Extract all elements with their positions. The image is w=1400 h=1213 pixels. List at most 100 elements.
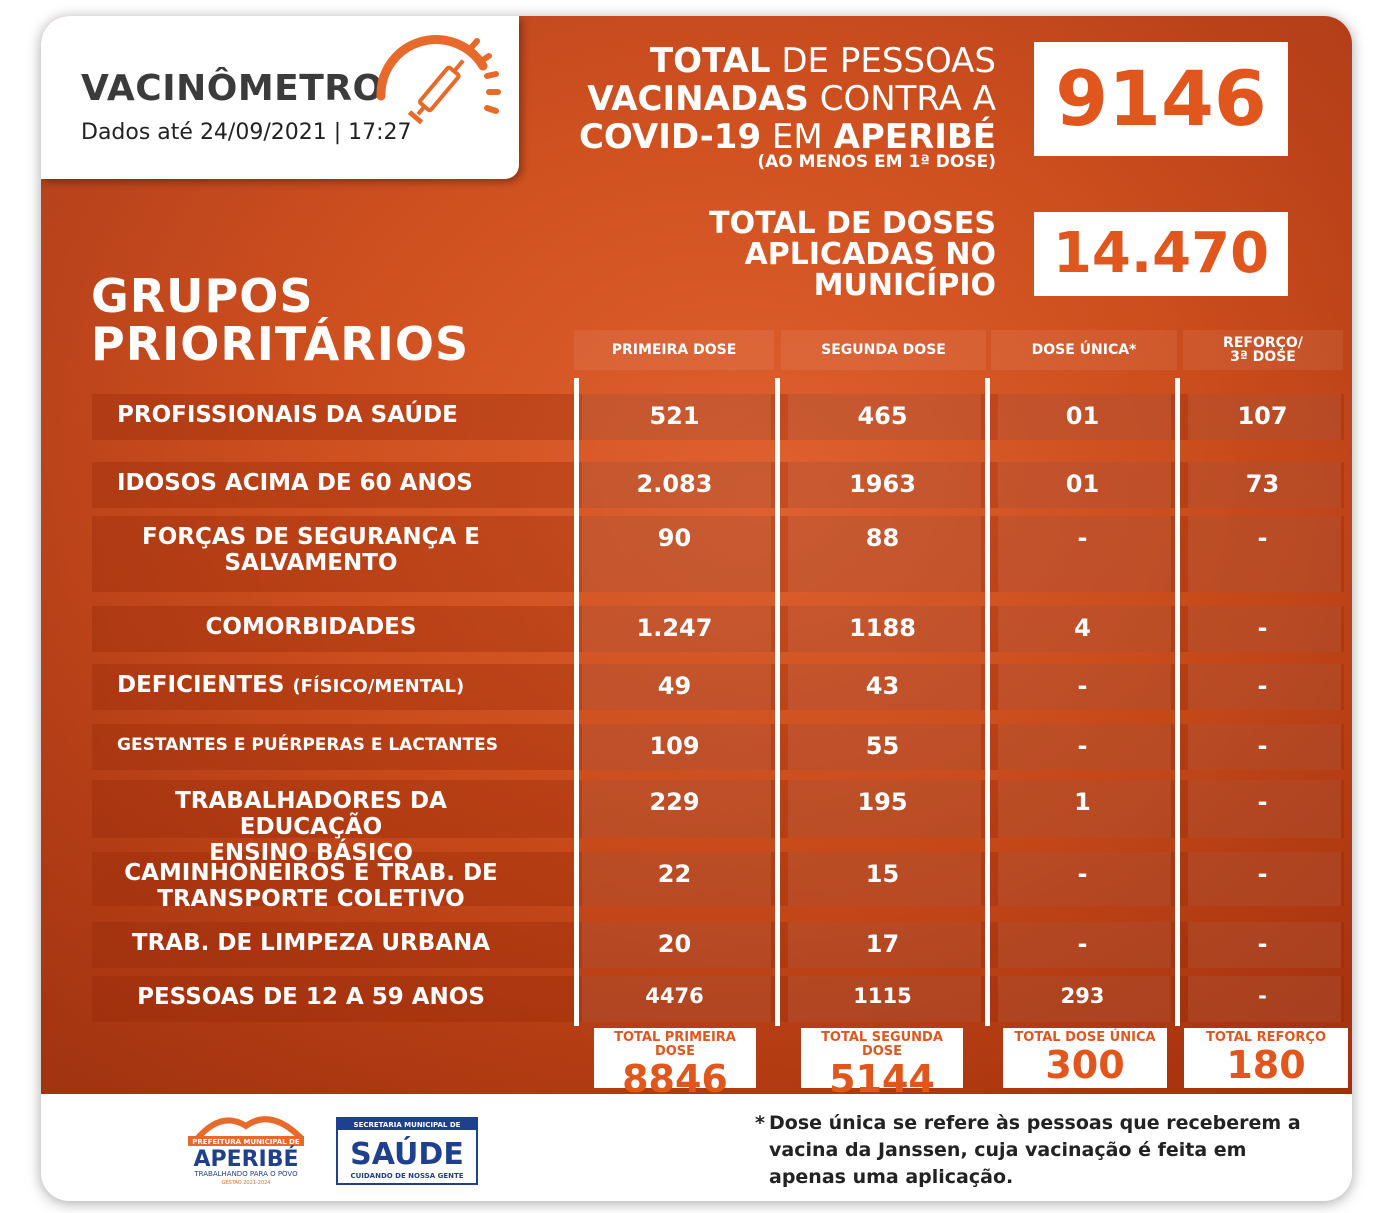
table-cell-ref: - (1258, 984, 1267, 1008)
row-label-line2: SALVAMENTO (224, 550, 398, 576)
cell-background (582, 606, 771, 652)
total-second-dose-box: TOTAL SEGUNDA DOSE 5144 (801, 1028, 963, 1099)
cell-background (788, 606, 981, 652)
brand-header: VACINÔMETRO Dados até 24/09/2021 | 17:27 (41, 16, 519, 179)
doses-line2: APLICADAS NO (744, 237, 997, 272)
table-cell-d1: 229 (649, 788, 700, 816)
column-divider (775, 378, 780, 1026)
total-single-dose-value: 300 (1045, 1043, 1125, 1087)
cell-background (1188, 664, 1341, 710)
table-cell-du: - (1077, 732, 1088, 760)
cell-background (998, 852, 1171, 906)
logo1-top-text: PREFEITURA MUNICIPAL DE (192, 1138, 300, 1146)
column-header-first-dose: PRIMEIRA DOSE (574, 330, 774, 370)
cell-background (788, 462, 981, 508)
row-label-line1: GESTANTES E PUÉRPERAS E LACTANTES (117, 735, 498, 755)
single-dose-footnote: * Dose única se refere às pessoas que re… (755, 1110, 1329, 1191)
table-row (92, 976, 1344, 1022)
cell-background (998, 462, 1171, 508)
logo2-top-text: SECRETARIA MUNICIPAL DE (354, 1121, 461, 1129)
table-cell-du: 293 (1060, 984, 1105, 1008)
total-first-dose-value: 8846 (622, 1057, 728, 1101)
cell-background (582, 516, 771, 592)
row-label-line1: CAMINHONEIROS E TRAB. DE (124, 860, 498, 886)
table-cell-ref: - (1257, 860, 1268, 888)
table-cell-du: - (1077, 930, 1088, 958)
table-cell-ref: - (1257, 614, 1268, 642)
headline-city-word: APERIBÉ (833, 117, 996, 157)
cell-background (998, 606, 1171, 652)
groups-title-line1: GRUPOS (91, 269, 314, 323)
cell-background (998, 724, 1171, 770)
row-label-line1: IDOSOS ACIMA DE 60 ANOS (117, 470, 473, 496)
row-label-line1: FORÇAS DE SEGURANÇA E (141, 524, 481, 550)
cell-background (1188, 852, 1341, 906)
row-label: CAMINHONEIROS E TRAB. DE TRANSPORTE COLET… (101, 860, 521, 912)
cell-background (1188, 516, 1341, 592)
row-label-line1: TRAB. DE LIMPEZA URBANA (131, 930, 491, 956)
column-divider (574, 378, 579, 1026)
table-cell-d1: 109 (649, 732, 700, 760)
headline-total-word: TOTAL (649, 41, 771, 81)
doses-line1: TOTAL DE DOSES (709, 206, 996, 241)
row-label: TRAB. DE LIMPEZA URBANA (101, 930, 521, 956)
table-cell-d1: 2.083 (636, 470, 713, 498)
cell-background (582, 724, 771, 770)
table-cell-d2: 43 (865, 672, 900, 700)
cell-background (582, 922, 771, 968)
cell-background (998, 780, 1171, 838)
cell-background (1188, 606, 1341, 652)
logo1-tag-text: TRABALHANDO PARA O POVO (193, 1170, 298, 1178)
doses-total-value: 14.470 (1034, 212, 1288, 296)
total-booster-box: TOTAL REFORÇO 180 (1184, 1028, 1348, 1088)
row-label: DEFICIENTES (FÍSICO/MENTAL) (117, 672, 537, 700)
aperibe-prefeitura-logo: PREFEITURA MUNICIPAL DE APERIBÉ TRABALHA… (188, 1116, 304, 1186)
row-label: GESTANTES E PUÉRPERAS E LACTANTES (117, 732, 537, 758)
footnote-text-part2: , cuja vacinação é feita em apenas uma a… (769, 1139, 1247, 1188)
vaccinated-note: (AO MENOS EM 1ª DOSE) (757, 152, 996, 172)
row-label-line2: TRANSPORTE COLETIVO (157, 886, 465, 912)
headline-covid-word: COVID-19 (578, 117, 762, 157)
table-cell-d2: 55 (865, 732, 900, 760)
column-header-booster: REFORÇO/ 3ª DOSE (1183, 330, 1343, 370)
logo1-term-text: GESTÃO 2021-2024 (222, 1179, 271, 1186)
cell-background (582, 780, 771, 838)
column-header-single-dose: DOSE ÚNICA* (991, 330, 1177, 370)
cell-background (788, 922, 981, 968)
table-row (92, 516, 1344, 592)
table-cell-d1: 49 (657, 672, 692, 700)
table-cell-d2: 88 (865, 524, 900, 552)
footnote-janssen: Janssen (877, 1139, 961, 1161)
groups-title-line2: PRIORITÁRIOS (91, 317, 470, 371)
table-cell-d2: 15 (865, 860, 900, 888)
logo2-tag-text: CUIDANDO DE NOSSA GENTE (350, 1172, 463, 1180)
cell-background (1188, 724, 1341, 770)
total-second-dose-label: TOTAL SEGUNDA DOSE (821, 1030, 943, 1059)
cell-background (788, 852, 981, 906)
table-cell-ref: - (1257, 732, 1268, 760)
cell-background (582, 394, 771, 440)
data-timestamp: Dados até 24/09/2021 | 17:27 (81, 120, 412, 145)
column-divider (985, 378, 990, 1026)
row-label-line1: PESSOAS DE 12 A 59 ANOS (137, 984, 485, 1010)
table-cell-ref: 107 (1237, 402, 1288, 430)
cell-background (1188, 976, 1341, 1022)
cell-background (998, 922, 1171, 968)
column-header-booster-line1: REFORÇO/ (1223, 335, 1303, 351)
logo1-name-text: APERIBÉ (193, 1146, 298, 1172)
cell-background (998, 976, 1171, 1022)
vaccinometer-card: VACINÔMETRO Dados até 24/09/2021 | 17:27… (41, 16, 1352, 1201)
table-row (92, 394, 1344, 440)
table-cell-du: - (1077, 672, 1088, 700)
cell-background (582, 852, 771, 906)
total-single-dose-label: TOTAL DOSE ÚNICA (1014, 1030, 1156, 1045)
vaccine-gauge-icon (376, 35, 501, 125)
cell-background (788, 976, 981, 1022)
cell-background (1188, 922, 1341, 968)
row-label: PESSOAS DE 12 A 59 ANOS (101, 984, 521, 1010)
table-cell-d2: 1115 (853, 984, 912, 1008)
table-cell-du: - (1077, 860, 1088, 888)
column-header-second-dose: SEGUNDA DOSE (781, 330, 986, 370)
cell-background (788, 780, 981, 838)
table-row (92, 922, 1344, 968)
